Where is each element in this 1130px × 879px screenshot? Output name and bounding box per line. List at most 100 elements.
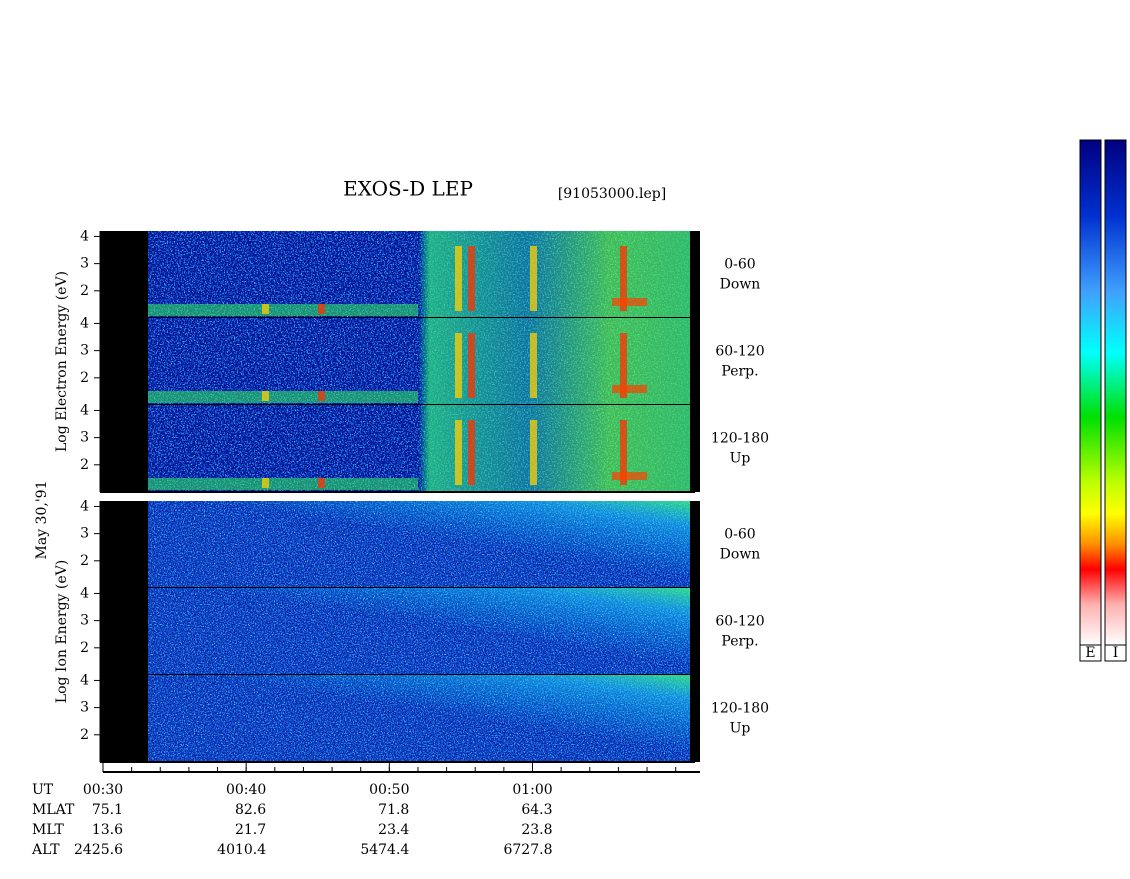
spectrogram-burst [262, 478, 269, 488]
spectrogram-edge [690, 588, 700, 675]
spectrogram-gap [100, 588, 148, 675]
spectrogram-burst [468, 420, 475, 485]
spectrogram-burst [620, 420, 627, 485]
orbit-value: 64.3 [521, 802, 552, 818]
direction-label: Perp. [721, 634, 758, 650]
orbit-value: 23.8 [521, 822, 552, 838]
pitch-angle-label: 120-180 [711, 431, 769, 447]
spectrogram-hot-region [148, 588, 690, 675]
spectrogram-edge [690, 501, 700, 588]
spectrogram-hot-region [148, 675, 690, 762]
colorbar-label: E [1085, 645, 1095, 661]
spectrogram-gap [100, 501, 148, 588]
orbit-value: 6727.8 [503, 842, 552, 858]
x-tick-label: 00:30 [83, 782, 123, 798]
orbit-value: 71.8 [378, 802, 409, 818]
y-tick-label: 3 [80, 526, 89, 542]
spectrogram-hot-region [148, 231, 690, 318]
spectrogram-burst [530, 246, 537, 311]
orbit-value: 5474.4 [360, 842, 409, 858]
spectrogram-burst [262, 304, 269, 314]
x-tick-label: 01:00 [512, 782, 552, 798]
y-tick-label: 2 [80, 553, 89, 569]
spectrogram-burst [612, 298, 647, 306]
orbit-value: 13.6 [92, 822, 123, 838]
spectrogram-burst [318, 391, 325, 401]
orbit-value: 23.4 [378, 822, 409, 838]
spectrogram-burst [455, 246, 462, 311]
colorbar-label-box [1104, 644, 1127, 662]
pitch-angle-label: 60-120 [715, 614, 764, 630]
spectrogram-low-band [148, 478, 418, 490]
y-tick-label: 2 [80, 457, 89, 473]
pitch-angle-label: 60-120 [715, 344, 764, 360]
pitch-angle-label: 0-60 [724, 527, 755, 543]
colorbar [1104, 139, 1127, 646]
spectrogram-edge [690, 318, 700, 405]
y-tick-label: 2 [80, 370, 89, 386]
spectrogram-burst [530, 420, 537, 485]
spectrogram-edge [690, 675, 700, 762]
y-tick-label: 4 [80, 228, 89, 244]
y-tick-label: 4 [80, 498, 89, 514]
spectrogram-edge [690, 231, 700, 318]
date-label: May 30,'91 [34, 481, 50, 560]
direction-label: Down [720, 547, 761, 563]
y-tick-label: 4 [80, 672, 89, 688]
orbit-row-name: MLT [32, 822, 64, 838]
spectrogram-gap [100, 405, 148, 492]
x-tick-label: 00:40 [226, 782, 266, 798]
orbit-row-name: MLAT [32, 802, 75, 818]
spectrogram-low-band [148, 304, 418, 316]
file-label: [91053000.lep] [558, 186, 666, 202]
direction-label: Up [730, 721, 751, 737]
y-tick-label: 3 [80, 700, 89, 716]
colorbar-label: I [1113, 645, 1119, 661]
y-tick-label: 3 [80, 613, 89, 629]
spectrogram-burst [612, 385, 647, 393]
spectrogram-burst [318, 304, 325, 314]
orbit-value: 82.6 [235, 802, 266, 818]
y-tick-label: 2 [80, 640, 89, 656]
spectrogram-burst [468, 246, 475, 311]
orbit-value: 4010.4 [217, 842, 266, 858]
spectrogram-burst [612, 472, 647, 480]
orbit-value: 75.1 [92, 802, 123, 818]
chart-title: EXOS-D LEP [343, 177, 473, 201]
orbit-value: 2425.6 [74, 842, 123, 858]
spectrogram-burst [468, 333, 475, 398]
y-tick-label: 3 [80, 343, 89, 359]
y-tick-label: 3 [80, 430, 89, 446]
direction-label: Up [730, 451, 751, 467]
y-tick-label: 2 [80, 283, 89, 299]
spectrogram-burst [620, 246, 627, 311]
x-tick-label: 00:50 [369, 782, 409, 798]
spectrogram-gap [100, 675, 148, 762]
spectrogram-hot-region [148, 405, 690, 492]
colorbar [1079, 139, 1102, 646]
colorbar-label-box [1079, 644, 1102, 662]
direction-label: Perp. [721, 364, 758, 380]
y-axis-label: Log Ion Energy (eV) [54, 560, 70, 703]
orbit-row-name: ALT [31, 842, 60, 858]
y-tick-label: 2 [80, 727, 89, 743]
spectrogram-burst [318, 478, 325, 488]
pitch-angle-label: 120-180 [711, 701, 769, 717]
y-axis-label: Log Electron Energy (eV) [54, 271, 70, 452]
spectrogram-burst [262, 391, 269, 401]
spectrogram-edge [690, 405, 700, 492]
spectrogram-hot-region [148, 501, 690, 588]
direction-label: Down [720, 277, 761, 293]
spectrogram-gap [100, 231, 148, 318]
y-tick-label: 3 [80, 256, 89, 272]
spectrogram-hot-region [148, 318, 690, 405]
spectrogram-burst [455, 333, 462, 398]
y-tick-label: 4 [80, 315, 89, 331]
spectrogram-gap [100, 318, 148, 405]
y-tick-label: 4 [80, 585, 89, 601]
y-tick-label: 4 [80, 402, 89, 418]
spectrogram-low-band [148, 391, 418, 403]
pitch-angle-label: 0-60 [724, 257, 755, 273]
spectrogram-burst [530, 333, 537, 398]
